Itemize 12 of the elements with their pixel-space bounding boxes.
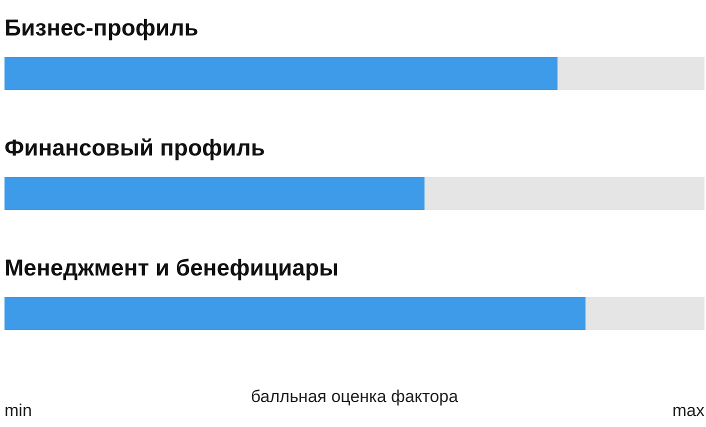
bar xyxy=(558,57,704,90)
y-tick-label: Менеджмент и бенефициары xyxy=(4,254,339,280)
text: min xyxy=(4,401,32,420)
bar xyxy=(4,177,424,210)
y-tick-label: Бизнес-профиль xyxy=(4,14,198,40)
x-axis-title: балльная оценка фактора xyxy=(250,387,459,406)
bar xyxy=(424,177,704,210)
y-tick-label: Финансовый профиль xyxy=(4,134,266,160)
bar xyxy=(4,57,558,90)
text: max xyxy=(672,401,705,420)
bar xyxy=(586,297,704,330)
bar xyxy=(4,297,586,330)
